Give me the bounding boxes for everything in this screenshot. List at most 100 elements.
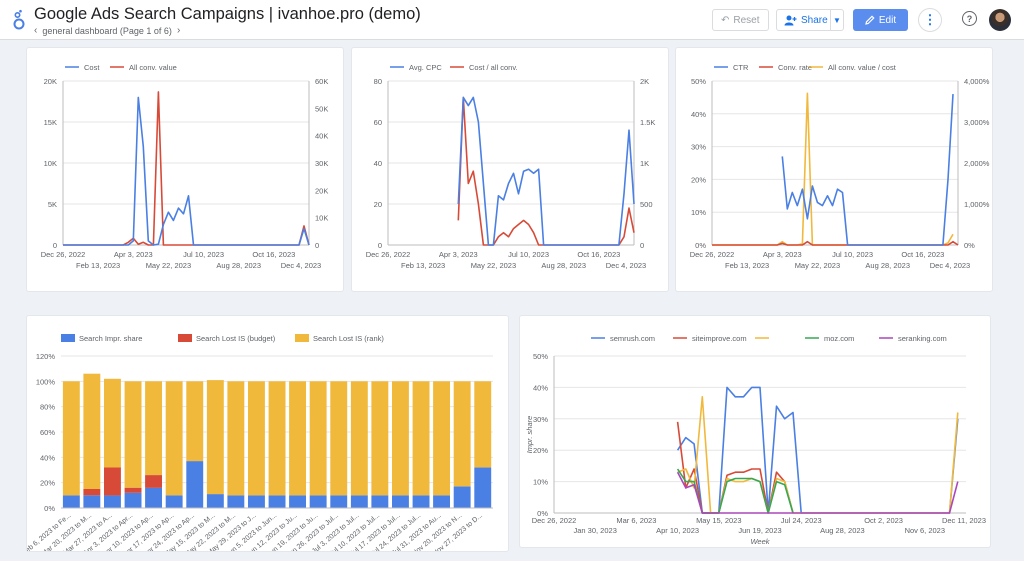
bar-segment-blue: [289, 495, 306, 508]
bar-segment-blue: [62, 495, 80, 508]
y-tick-label-right: 60K: [315, 77, 328, 86]
y-tick-label-left: 50%: [691, 77, 706, 86]
y-tick-label-left: 40%: [691, 110, 706, 119]
y-tick-label-left: 80: [374, 77, 382, 86]
page-label[interactable]: general dashboard (Page 1 of 6): [42, 25, 172, 36]
y-tick-label-right: 10K: [315, 214, 328, 223]
bar-segment-yellow: [453, 381, 471, 487]
series-line-cost: [63, 96, 310, 246]
x-tick-label: Apr 3, 2023: [439, 250, 478, 259]
series-line-ctr: [781, 94, 954, 246]
x-tick-label: Jul 10, 2023: [832, 250, 873, 259]
x-tick-label: Oct 16, 2023: [577, 250, 620, 259]
series-line-avg-cpc: [457, 96, 635, 246]
chart-card-cost: Cost All conv. value 0 5K 10K 15K 20K 0 10K 20K 30…: [27, 48, 343, 291]
share-dropdown-icon[interactable]: ▼: [833, 15, 841, 25]
y-tick-label-right: 0%: [964, 241, 975, 250]
x-tick-label: Oct 16, 2023: [901, 250, 944, 259]
bar-segment-yellow: [392, 381, 409, 496]
x-tick-label: Jan 30, 2023: [574, 526, 617, 535]
bar-segment-blue: [371, 495, 389, 508]
chart-card-auction-insights: semrush.com siteimprove.com moz.com seranki…: [520, 316, 990, 547]
avatar[interactable]: [989, 9, 1011, 31]
legend-label: Search Lost IS (budget): [196, 334, 276, 343]
reset-button[interactable]: ↶ Reset: [712, 9, 769, 31]
bar-segment-yellow: [124, 381, 142, 488]
y-tick-label: 0%: [537, 509, 548, 518]
y-tick-label-right: 1.5K: [640, 118, 655, 127]
looker-studio-logo-icon: [13, 9, 25, 30]
avg-cpc-chart: Avg. CPC Cost / all conv. 0 20 40 60 80 0 500 1K 1…: [366, 63, 656, 270]
y-tick-label-right: 3,000%: [964, 118, 990, 127]
pencil-icon: [865, 15, 875, 25]
bar-segment-blue: [330, 495, 348, 508]
y-tick-label-left: 0: [378, 241, 382, 250]
y-tick-label-left: 20K: [44, 77, 57, 86]
bar-segment-yellow: [433, 381, 450, 496]
y-tick-label-left: 10%: [691, 208, 706, 217]
share-button[interactable]: Share ▼: [776, 9, 844, 31]
bar-segment-blue: [248, 495, 265, 508]
y-tick-label-right: 50K: [315, 104, 328, 113]
reset-icon: ↶: [721, 14, 730, 26]
y-tick-label-right: 30K: [315, 159, 328, 168]
bar-segment-blue: [186, 461, 204, 508]
bar-segment-yellow: [268, 381, 286, 496]
y-tick-label: 40%: [40, 453, 55, 462]
x-tick-label: Dec 26, 2022: [690, 250, 735, 259]
legend-label: moz.com: [824, 334, 854, 343]
bar-segment-blue: [104, 495, 121, 508]
chart-card-cpc: Avg. CPC Cost / all conv. 0 20 40 60 80 0 500 1K 1…: [352, 48, 668, 291]
share-label: Share: [801, 14, 828, 26]
x-tick-label: Aug 28, 2023: [216, 261, 261, 270]
bar-segment-blue: [474, 467, 492, 508]
top-bar: Google Ads Search Campaigns | ivanhoe.pr…: [0, 0, 1024, 40]
bar-segment-yellow: [186, 381, 204, 462]
previous-page-icon[interactable]: ‹: [34, 25, 38, 36]
y-tick-label-left: 0%: [695, 241, 706, 250]
legend-label: siteimprove.com: [692, 334, 747, 343]
bar-segment-yellow: [145, 381, 162, 475]
edit-button[interactable]: Edit: [853, 9, 908, 31]
x-tick-label: Dec 11, 2023: [942, 516, 986, 525]
y-tick-label-left: 0: [53, 241, 57, 250]
bar-segment-blue: [124, 492, 142, 508]
x-tick-label: Jul 24, 2023: [781, 516, 822, 525]
y-tick-label: 80%: [40, 403, 55, 412]
y-tick-label-left: 15K: [44, 118, 57, 127]
legend-label: Conv. rate: [778, 63, 812, 72]
bar-segment-blue: [165, 495, 183, 508]
y-tick-label: 20%: [40, 479, 55, 488]
series-line-cost-all-conv-: [457, 96, 635, 246]
cost-conv-value-chart: Cost All conv. value 0 5K 10K 15K 20K 0 10K 20K 30…: [41, 63, 329, 270]
x-tick-label: Feb 13, 2023: [725, 261, 769, 270]
x-tick-label: Aug 28, 2023: [865, 261, 910, 270]
x-tick-label: Dec 26, 2022: [532, 516, 577, 525]
report-title: Google Ads Search Campaigns | ivanhoe.pr…: [34, 5, 421, 23]
competitor-impression-share-chart: semrush.com siteimprove.com moz.com seranki…: [525, 334, 986, 546]
x-tick-label: Mar 6, 2023: [616, 516, 656, 525]
legend-label: All conv. value: [129, 63, 177, 72]
help-icon[interactable]: ?: [962, 11, 977, 26]
x-tick-label: May 22, 2023: [146, 261, 191, 270]
legend-label: All conv. value / cost: [828, 63, 897, 72]
bar-segment-red: [145, 475, 162, 488]
x-tick-label: Dec 4, 2023: [606, 261, 646, 270]
y-tick-label: 10%: [533, 478, 548, 487]
more-options-button[interactable]: ⋮: [918, 8, 942, 32]
y-tick-label-right: 20K: [315, 186, 328, 195]
bar-segment-yellow: [165, 381, 183, 496]
x-tick-label: Dec 4, 2023: [930, 261, 970, 270]
y-tick-label-left: 10K: [44, 159, 57, 168]
x-tick-label: Oct 2, 2023: [864, 516, 903, 525]
legend-swatch: [295, 334, 309, 342]
y-tick-label-left: 30%: [691, 143, 706, 152]
x-tick-label: Apr 10, 2023: [656, 526, 699, 535]
ctr-conv-rate-chart: CTR Conv. rate All conv. value / cost 0% 10%…: [690, 63, 990, 270]
next-page-icon[interactable]: ›: [176, 25, 181, 36]
y-tick-label-left: 40: [374, 159, 382, 168]
y-tick-label: 0%: [44, 504, 55, 513]
x-tick-label: Oct 16, 2023: [252, 250, 295, 259]
series-line-seranking-com: [676, 471, 959, 514]
y-tick-label: 60%: [40, 428, 55, 437]
